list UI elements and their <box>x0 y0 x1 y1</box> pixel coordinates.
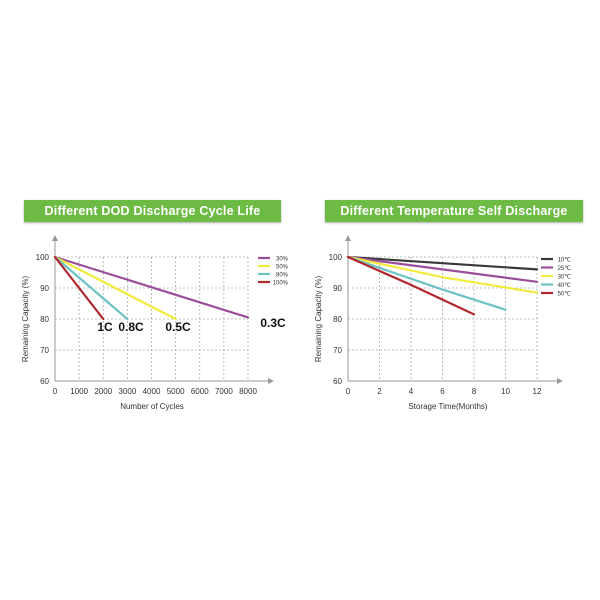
y-tick-label: 90 <box>333 284 342 293</box>
rate-annotation: 0.5C <box>165 320 191 334</box>
x-tick-label: 3000 <box>118 387 136 396</box>
x-tick-label: 10 <box>501 387 510 396</box>
chart-title-dod: Different DOD Discharge Cycle Life Curve… <box>24 200 281 240</box>
legend-label: 30% <box>276 257 289 263</box>
y-axis-label: Remaining Capacity (%) <box>21 276 30 363</box>
legend-label: 25℃ <box>558 266 572 272</box>
x-axis-arrow-icon <box>557 378 563 384</box>
x-tick-label: 8 <box>472 387 477 396</box>
x-tick-label: 8000 <box>239 387 257 396</box>
series-line-0 <box>346 255 539 271</box>
y-axis-arrow-icon <box>345 235 351 241</box>
series-line-1 <box>53 255 177 321</box>
x-tick-label: 6000 <box>191 387 209 396</box>
legend-label: 50% <box>276 265 289 271</box>
x-axis-label: Number of Cycles <box>120 402 184 411</box>
rate-annotation: 0.8C <box>118 320 144 334</box>
legend-label: 40℃ <box>558 283 572 289</box>
x-tick-label: 0 <box>346 387 351 396</box>
y-axis-arrow-icon <box>52 235 58 241</box>
x-tick-label: 5000 <box>167 387 185 396</box>
series-line-3 <box>53 255 105 321</box>
series-line-0 <box>53 255 250 319</box>
x-tick-label: 7000 <box>215 387 233 396</box>
x-tick-label: 2 <box>377 387 382 396</box>
y-tick-label: 100 <box>329 253 343 262</box>
y-tick-label: 80 <box>40 315 49 324</box>
series-line-2 <box>346 255 539 294</box>
x-tick-label: 4000 <box>143 387 161 396</box>
legend-label: 50℃ <box>558 292 572 298</box>
legend-label: 30℃ <box>558 275 572 281</box>
y-tick-label: 60 <box>333 377 342 386</box>
y-tick-label: 90 <box>40 284 49 293</box>
legend-label: 10℃ <box>558 258 572 264</box>
x-tick-label: 0 <box>53 387 58 396</box>
series-line-3 <box>346 255 507 311</box>
chart-title-temperature: Different Temperature Self Discharge Cur… <box>325 200 583 240</box>
y-axis-label: Remaining Capacity (%) <box>314 276 323 363</box>
rate-annotation: 1C <box>97 320 113 334</box>
y-tick-label: 70 <box>40 346 49 355</box>
series-line-1 <box>346 255 539 283</box>
x-axis-label: Storage Time(Months) <box>408 402 487 411</box>
x-tick-label: 6 <box>440 387 445 396</box>
series-line-2 <box>53 255 129 321</box>
y-tick-label: 60 <box>40 377 49 386</box>
x-tick-label: 4 <box>409 387 414 396</box>
y-tick-label: 70 <box>333 346 342 355</box>
rate-annotation: 0.3C <box>260 316 286 330</box>
y-tick-label: 80 <box>333 315 342 324</box>
series-line-4 <box>346 255 476 316</box>
x-tick-label: 2000 <box>94 387 112 396</box>
legend-label: 100% <box>273 281 289 287</box>
x-tick-label: 1000 <box>70 387 88 396</box>
legend-label: 80% <box>276 273 289 279</box>
x-axis-arrow-icon <box>268 378 274 384</box>
dod-cycle-life-chart: 0 1000 2000 3000 4000 5000 6000 7000 8000 60 70 80 9… <box>21 235 289 411</box>
y-tick-label: 100 <box>36 253 50 262</box>
x-tick-label: 12 <box>533 387 542 396</box>
